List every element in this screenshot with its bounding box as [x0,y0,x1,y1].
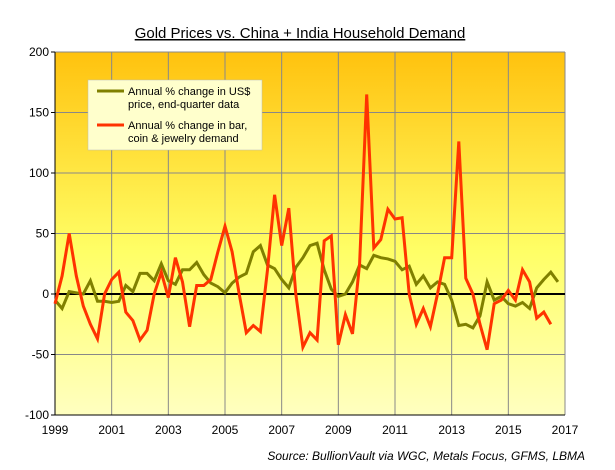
legend-label-demand-2: coin & jewelry demand [128,133,239,145]
series-line-price [53,241,560,330]
legend: Annual % change in US$ price, end-quarte… [87,79,263,151]
x-tick-label: 2013 [438,423,465,437]
y-tick-label: 150 [29,106,49,120]
y-tick-label: -100 [25,408,49,422]
y-tick-label: 200 [29,45,49,59]
legend-label-demand-1: Annual % change in bar, [128,120,247,132]
series-line-demand [53,94,553,353]
y-tick-label: 100 [29,166,49,180]
x-tick-label: 2005 [212,423,239,437]
chart-title: Gold Prices vs. China + India Household … [135,25,466,42]
x-tick-label: 2007 [268,423,295,437]
y-tick-label: -50 [32,348,50,362]
series-lines [53,94,560,353]
legend-label-price-2: price, end-quarter data [128,99,240,111]
x-tick-label: 2015 [495,423,522,437]
x-tick-label: 2011 [382,423,408,437]
y-tick-label: 0 [42,287,49,301]
source-note: Source: BullionVault via WGC, Metals Foc… [267,449,585,463]
x-tick-label: 1999 [42,423,69,437]
x-tick-label: 2003 [155,423,182,437]
x-tick-label: 2017 [552,423,579,437]
x-tick-label: 2009 [325,423,352,437]
axes: 1999 2001 2003 2005 2007 2009 2011 2013 2015 2017… [25,45,579,437]
y-tick-label: 50 [36,227,50,241]
legend-label-price-1: Annual % change in US$ [128,86,250,98]
x-tick-label: 2001 [98,423,125,437]
